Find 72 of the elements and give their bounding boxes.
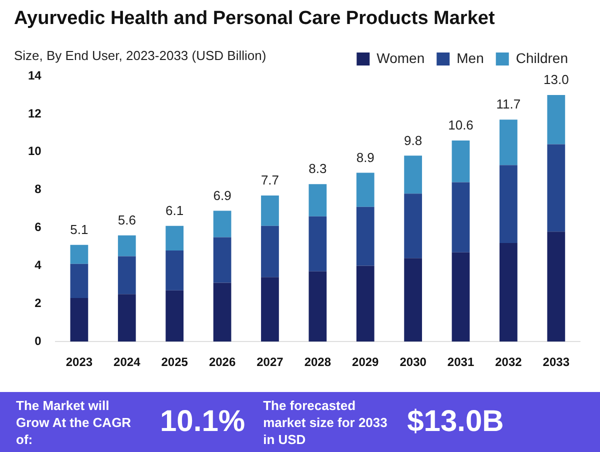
x-tick-label: 2026 bbox=[208, 355, 236, 370]
x-tick-label: 2032 bbox=[495, 355, 522, 370]
x-tick-label: 2028 bbox=[304, 355, 332, 370]
y-tick-label: 10 bbox=[28, 144, 42, 158]
bar bbox=[452, 140, 470, 182]
bar bbox=[500, 242, 518, 342]
bar bbox=[356, 172, 374, 207]
total-label: 7.7 bbox=[260, 172, 280, 188]
bar bbox=[166, 290, 184, 342]
x-tick-label: 2023 bbox=[66, 355, 93, 370]
bar bbox=[118, 235, 136, 256]
bar bbox=[70, 264, 88, 298]
bar bbox=[404, 258, 422, 342]
y-tick-label: 4 bbox=[34, 258, 42, 272]
text: The Market will Grow At the CAGR of: bbox=[16, 396, 132, 448]
bar bbox=[213, 237, 232, 283]
chart-subtitle: Size, By End User, 2023-2033 (USD Billion) bbox=[14, 48, 266, 63]
y-tick-label: 0 bbox=[34, 334, 42, 348]
bar bbox=[547, 144, 566, 232]
total-label: 6.1 bbox=[166, 202, 184, 218]
bar bbox=[547, 94, 566, 144]
x-tick-label: 2024 bbox=[114, 355, 141, 370]
y-tick-label: 14 bbox=[28, 68, 42, 82]
total-label: 8.9 bbox=[356, 150, 374, 165]
bar bbox=[404, 194, 422, 258]
text: $13.0B bbox=[407, 405, 504, 439]
bar bbox=[452, 182, 470, 252]
x-tick-label: 2027 bbox=[256, 355, 284, 370]
bar bbox=[166, 226, 184, 251]
bar bbox=[118, 256, 136, 294]
total-label: 11.7 bbox=[496, 96, 521, 112]
bar bbox=[308, 184, 327, 216]
total-label: 10.6 bbox=[448, 118, 474, 133]
y-tick-label: 8 bbox=[34, 182, 42, 196]
x-tick-label: 2033 bbox=[542, 355, 570, 370]
bar bbox=[356, 206, 374, 266]
total-label: 5.6 bbox=[118, 212, 136, 228]
y-tick-label: 12 bbox=[28, 106, 42, 120]
legend-label: Women bbox=[376, 50, 425, 66]
total-label: 9.8 bbox=[404, 132, 422, 148]
bar bbox=[308, 271, 327, 342]
bar bbox=[70, 244, 88, 264]
x-tick-label: 2025 bbox=[161, 355, 188, 370]
bar bbox=[70, 298, 88, 342]
bar bbox=[356, 266, 374, 342]
x-tick-label: 2030 bbox=[400, 355, 427, 370]
bar bbox=[308, 216, 327, 272]
legend-label: Children bbox=[516, 50, 568, 66]
text: 10.1% bbox=[160, 405, 246, 439]
chart-title: Ayurvedic Health and Personal Care Products Market bbox=[14, 8, 495, 30]
y-tick-label: 2 bbox=[34, 296, 42, 310]
legend-label: Men bbox=[456, 50, 484, 66]
x-tick-label: 2031 bbox=[447, 355, 474, 370]
bar bbox=[213, 210, 232, 238]
bar bbox=[261, 226, 279, 278]
total-label: 6.9 bbox=[213, 188, 232, 203]
bar bbox=[261, 196, 279, 226]
bar bbox=[500, 165, 518, 243]
total-label: 8.3 bbox=[308, 161, 327, 176]
text: The forecasted market size for 2033 in USD bbox=[263, 396, 388, 448]
total-label: 13.0 bbox=[543, 72, 569, 88]
bar bbox=[261, 277, 279, 342]
bar bbox=[452, 252, 470, 342]
bar bbox=[404, 156, 422, 194]
bar bbox=[166, 250, 184, 290]
bar bbox=[500, 120, 518, 166]
bar bbox=[547, 232, 566, 342]
total-label: 5.1 bbox=[70, 222, 88, 237]
y-tick-label: 6 bbox=[34, 220, 42, 234]
bar bbox=[118, 294, 136, 342]
bar bbox=[213, 282, 232, 342]
x-tick-label: 2029 bbox=[352, 355, 380, 370]
